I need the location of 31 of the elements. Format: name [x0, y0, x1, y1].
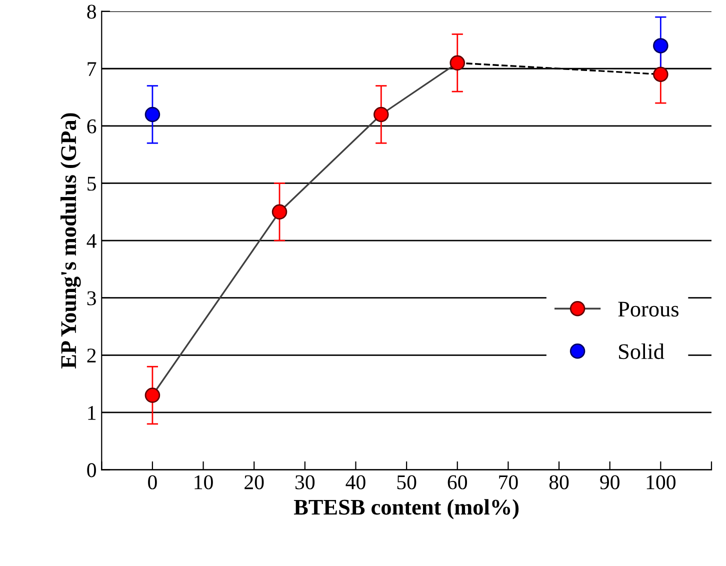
point [144, 388, 160, 403]
x-tick-label: 30 [296, 475, 315, 490]
x-tick-label: 80 [549, 475, 569, 490]
legend-label: Porous [618, 302, 678, 317]
y-tick-label: 5 [88, 176, 96, 191]
y-tick-label: 4 [86, 234, 96, 248]
x-tick-label: 40 [346, 475, 366, 490]
x-tick-label: 90 [600, 475, 620, 490]
x-tick-label: 70 [499, 475, 518, 490]
y-tick-label: 7 [88, 62, 96, 76]
y-tick-label: 3 [87, 291, 96, 306]
point [374, 106, 389, 122]
point [144, 106, 160, 122]
y-axis-title: EP Young's modulus (GPa) [60, 113, 81, 368]
x-tick-label: 0 [148, 475, 157, 490]
point [653, 38, 668, 54]
x-tick-label: 50 [397, 475, 416, 490]
y-tick-label: 0 [87, 463, 96, 478]
x-tick-label: 10 [194, 475, 213, 490]
x-tick-label: 20 [244, 475, 264, 490]
x-tick-label: 60 [448, 475, 467, 490]
y-tick-label: 2 [87, 348, 96, 362]
point [272, 204, 288, 220]
y-tick-label: 1 [88, 406, 96, 420]
point [450, 55, 466, 71]
legend-label: Solid [619, 343, 664, 360]
y-tick-label: 8 [87, 4, 96, 19]
x-tick-label: 100 [646, 475, 676, 490]
x-axis-title: BTESB content (mol%) [294, 499, 519, 520]
point [653, 66, 668, 82]
y-tick-label: 6 [87, 119, 96, 134]
